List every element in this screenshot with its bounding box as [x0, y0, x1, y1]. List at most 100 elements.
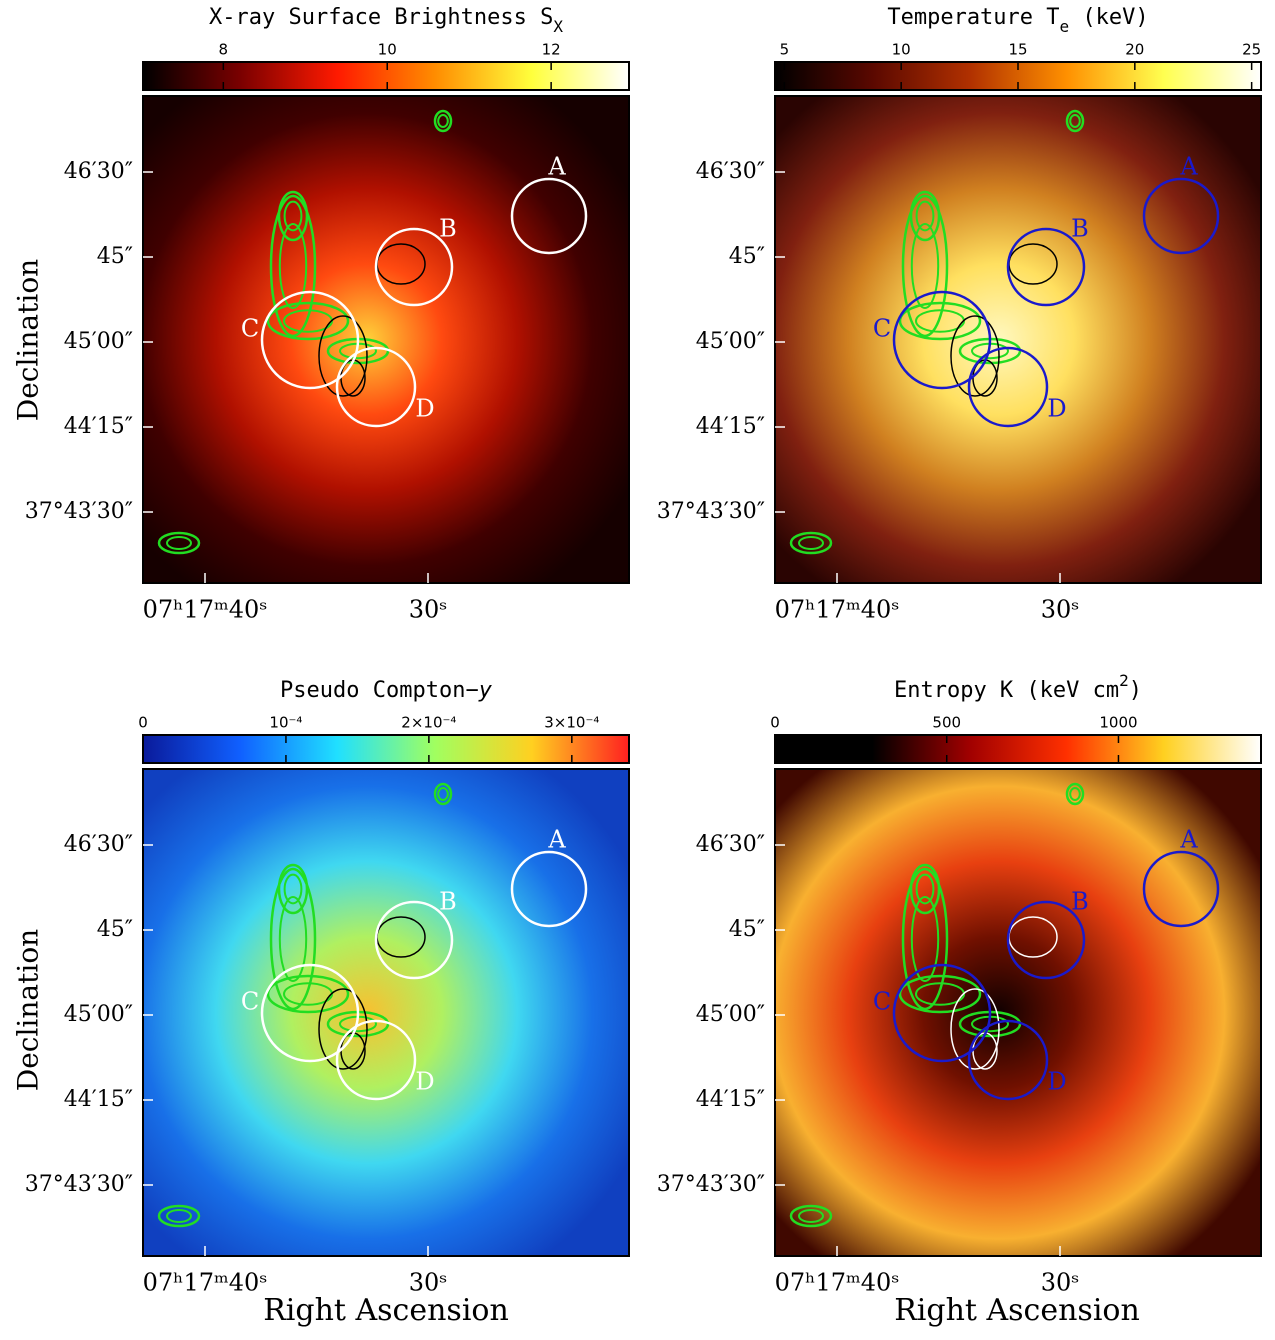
radio-contour [1065, 109, 1085, 133]
region-label: B [1071, 215, 1089, 243]
radio-contour [789, 531, 833, 555]
region-label: A [547, 153, 566, 181]
region-label: D [415, 395, 434, 423]
colorbar-tick-label: 0 [770, 714, 780, 732]
radio-contour [915, 200, 935, 232]
y-tick-label: 45′00″ [696, 1002, 765, 1027]
radio-contour [789, 1204, 833, 1228]
radio-contour [1069, 787, 1081, 801]
radio-contour [909, 190, 941, 242]
y-tick-label: 45′00″ [696, 329, 765, 354]
y-axis-label: Declination [12, 929, 45, 1091]
x-axis-label: Right Ascension [263, 1293, 509, 1328]
radio-contour [798, 1209, 824, 1223]
region-label: D [1047, 1068, 1066, 1096]
radio-contour [910, 223, 940, 309]
xray-contour [318, 315, 368, 397]
panel-title: Entropy K (keV cm2) [894, 671, 1142, 703]
radio-contour [269, 867, 317, 1011]
y-tick-label: 45′00″ [64, 1002, 133, 1027]
colorbar [142, 734, 630, 764]
radio-contour [266, 974, 350, 1014]
xray-contour [950, 315, 1000, 397]
map-frame [142, 768, 630, 1257]
radio-contour [166, 536, 192, 550]
xray-contour [318, 988, 368, 1070]
radio-contour [1065, 782, 1085, 806]
colorbar-tick-label: 20 [1125, 41, 1144, 59]
radio-contour [433, 109, 453, 133]
radio-contour [898, 974, 982, 1014]
y-axis-label: Declination [12, 259, 45, 421]
x-tick-label: 07ʰ17ᵐ40ˢ [775, 1269, 900, 1297]
radio-contour [901, 194, 949, 338]
x-tick-label: 07ʰ17ᵐ40ˢ [143, 1269, 268, 1297]
map-image [775, 769, 1261, 1256]
region-label: C [873, 988, 891, 1016]
region-circle [374, 900, 454, 980]
colorbar-tick-label: 10 [892, 41, 911, 59]
y-tick-label: 46′30″ [64, 159, 133, 184]
radio-contour [910, 896, 940, 982]
y-tick-label: 45″ [97, 917, 133, 942]
region-circle [1142, 177, 1220, 255]
region-circle [967, 1019, 1049, 1101]
radio-contour [433, 782, 453, 806]
y-tick-label: 46′30″ [696, 832, 765, 857]
radio-contour [278, 223, 308, 309]
radio-contour [915, 873, 935, 905]
map-frame [774, 95, 1262, 584]
colorbar-tick-label: 0 [138, 714, 148, 732]
region-circle [260, 290, 360, 390]
region-label: C [873, 315, 891, 343]
radio-contour [437, 114, 449, 128]
region-label: A [1179, 153, 1198, 181]
x-tick-label: 30ˢ [1041, 596, 1080, 624]
y-tick-label: 45″ [729, 917, 765, 942]
y-tick-label: 44′15″ [696, 1087, 765, 1112]
region-circle [892, 963, 992, 1063]
region-label: D [415, 1068, 434, 1096]
map-frame [142, 95, 630, 584]
x-tick-label: 07ʰ17ᵐ40ˢ [775, 596, 900, 624]
x-tick-label: 30ˢ [409, 596, 448, 624]
region-circle [1142, 850, 1220, 928]
y-tick-label: 46′30″ [696, 159, 765, 184]
x-axis-label: Right Ascension [894, 1293, 1140, 1328]
radio-contour [437, 787, 449, 801]
region-label: A [1179, 826, 1198, 854]
radio-contour [1069, 114, 1081, 128]
colorbar [142, 61, 630, 91]
radio-contour [157, 1204, 201, 1228]
colorbar-tick-label: 1000 [1099, 714, 1137, 732]
colorbar-tick-label: 15 [1008, 41, 1027, 59]
map-frame [774, 768, 1262, 1257]
y-tick-label: 44′15″ [64, 1087, 133, 1112]
panel-title: Pseudo Compton−y [280, 678, 493, 703]
y-tick-label: 37°43′30″ [657, 499, 765, 524]
region-circle [335, 1019, 417, 1101]
radio-contour [909, 863, 941, 915]
colorbar-tick-label: 2×10⁻⁴ [401, 714, 456, 732]
radio-contour [283, 200, 303, 232]
region-circle [967, 346, 1049, 428]
radio-contour [901, 867, 949, 1011]
y-tick-label: 44′15″ [696, 414, 765, 439]
region-label: B [1071, 888, 1089, 916]
region-label: C [241, 988, 259, 1016]
y-tick-label: 37°43′30″ [25, 1172, 133, 1197]
colorbar-tick-label: 3×10⁻⁴ [544, 714, 599, 732]
region-label: D [1047, 395, 1066, 423]
colorbar-tick-label: 10 [378, 41, 397, 59]
radio-contour [277, 863, 309, 915]
region-circle [510, 177, 588, 255]
colorbar [774, 734, 1262, 764]
radio-contour [157, 531, 201, 555]
y-tick-label: 44′15″ [64, 414, 133, 439]
colorbar-tick-label: 10⁻⁴ [269, 714, 302, 732]
radio-contour [283, 873, 303, 905]
map-image [143, 96, 629, 583]
colorbar-tick-label: 500 [932, 714, 961, 732]
radio-contour [798, 536, 824, 550]
region-circle [260, 963, 360, 1063]
